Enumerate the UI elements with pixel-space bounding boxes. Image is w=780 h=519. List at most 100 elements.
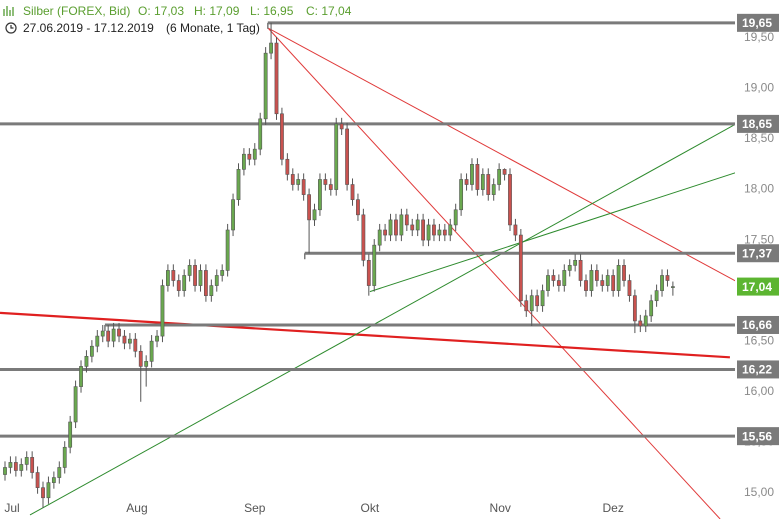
candle-body xyxy=(448,224,453,236)
trend-line xyxy=(369,172,735,293)
quote: C: 17,04 xyxy=(306,4,352,18)
candle-body xyxy=(470,164,474,185)
x-tick-label: Dez xyxy=(602,501,623,515)
level-box xyxy=(737,244,779,263)
candle-body xyxy=(225,229,230,271)
candle-body xyxy=(513,224,518,236)
candle-body xyxy=(356,199,360,216)
candle-body xyxy=(562,270,567,286)
level-box xyxy=(737,315,779,334)
candle-body xyxy=(627,280,632,296)
candle-body xyxy=(464,179,469,185)
candle-body xyxy=(285,158,290,175)
level-label: 17,37 xyxy=(742,246,772,260)
candle-body xyxy=(475,164,480,190)
x-tick-label: Nov xyxy=(490,501,511,515)
candle-body xyxy=(247,153,252,160)
candle-body xyxy=(421,219,426,241)
candle-body xyxy=(290,174,295,185)
trend-line xyxy=(0,311,730,359)
header: Silber (FOREX, Bid) O: 17,03 H: 17,09 L:… xyxy=(2,4,352,35)
chart-icon xyxy=(3,6,14,16)
candle-body xyxy=(524,300,529,312)
candle-body xyxy=(3,467,7,475)
candle-body xyxy=(437,229,442,236)
candle-body xyxy=(611,275,616,291)
candle-body xyxy=(280,113,284,160)
candle-body xyxy=(660,275,664,291)
candle-body xyxy=(214,275,219,286)
candle-body xyxy=(670,286,675,288)
candle-body xyxy=(638,320,643,327)
candle-body xyxy=(632,295,637,322)
candle-body xyxy=(198,270,203,286)
candle-body xyxy=(388,219,393,236)
quote: H: 17,09 xyxy=(194,4,240,18)
candle-body xyxy=(95,335,100,347)
candle-body xyxy=(551,275,556,281)
candle-body xyxy=(589,270,594,291)
y-tick-label: 16,50 xyxy=(744,333,774,347)
candle-body xyxy=(372,244,377,286)
candle-body xyxy=(350,184,355,200)
candle-body xyxy=(649,300,654,317)
y-tick-label: 19,00 xyxy=(744,81,774,95)
candle-body xyxy=(127,338,132,344)
subtitle: 27.06.2019 - 17.12.2019 xyxy=(23,21,154,35)
candle-body xyxy=(301,179,306,195)
candle-body xyxy=(46,482,51,499)
candle-body xyxy=(383,229,388,236)
candle-body xyxy=(334,123,339,190)
candle-body xyxy=(584,280,588,291)
clock-icon xyxy=(5,22,17,34)
candle-body xyxy=(318,179,322,211)
candle-body xyxy=(236,169,241,200)
candle-body xyxy=(209,285,214,296)
candle-body xyxy=(193,265,197,286)
candle-body xyxy=(415,219,420,231)
candle-body xyxy=(41,487,45,499)
candle-body xyxy=(442,229,447,236)
candle-body xyxy=(274,42,279,115)
x-tick-label: Okt xyxy=(361,501,380,515)
candle-body xyxy=(654,290,659,302)
candle-body xyxy=(573,260,578,266)
candle-body xyxy=(258,118,263,150)
candle-body xyxy=(394,219,398,236)
candle-body xyxy=(133,338,138,352)
candle-body xyxy=(497,169,502,185)
candle-body xyxy=(312,209,317,221)
last-price-label: 17,04 xyxy=(742,280,772,294)
period: (6 Monate, 1 Tag) xyxy=(166,21,260,35)
candle-body xyxy=(643,315,648,327)
candle-body xyxy=(345,128,349,185)
candle-body xyxy=(30,457,35,473)
candle-body xyxy=(19,464,24,471)
candle-body xyxy=(111,328,116,342)
candle-body xyxy=(508,174,512,226)
candle-body xyxy=(84,356,89,367)
candle-body xyxy=(622,265,626,281)
level-box xyxy=(737,114,779,133)
candle-body xyxy=(155,335,159,342)
quote: O: 17,03 xyxy=(138,4,184,18)
clock-icon xyxy=(10,25,14,29)
candle-body xyxy=(323,179,328,185)
trend-line xyxy=(29,123,735,516)
candle-body xyxy=(600,280,605,286)
candle-body xyxy=(328,184,333,190)
level-label: 19,65 xyxy=(742,16,772,30)
candle-body xyxy=(252,148,257,160)
candle-body xyxy=(546,275,550,291)
candle-body xyxy=(432,224,436,236)
candle-body xyxy=(502,169,507,175)
y-tick-label: 18,00 xyxy=(744,182,774,196)
candle-body xyxy=(399,214,404,236)
candle-body xyxy=(89,345,94,357)
candle-body xyxy=(567,265,572,271)
candle-body xyxy=(8,462,13,468)
candle-body xyxy=(578,260,583,281)
candle-body xyxy=(68,421,73,448)
